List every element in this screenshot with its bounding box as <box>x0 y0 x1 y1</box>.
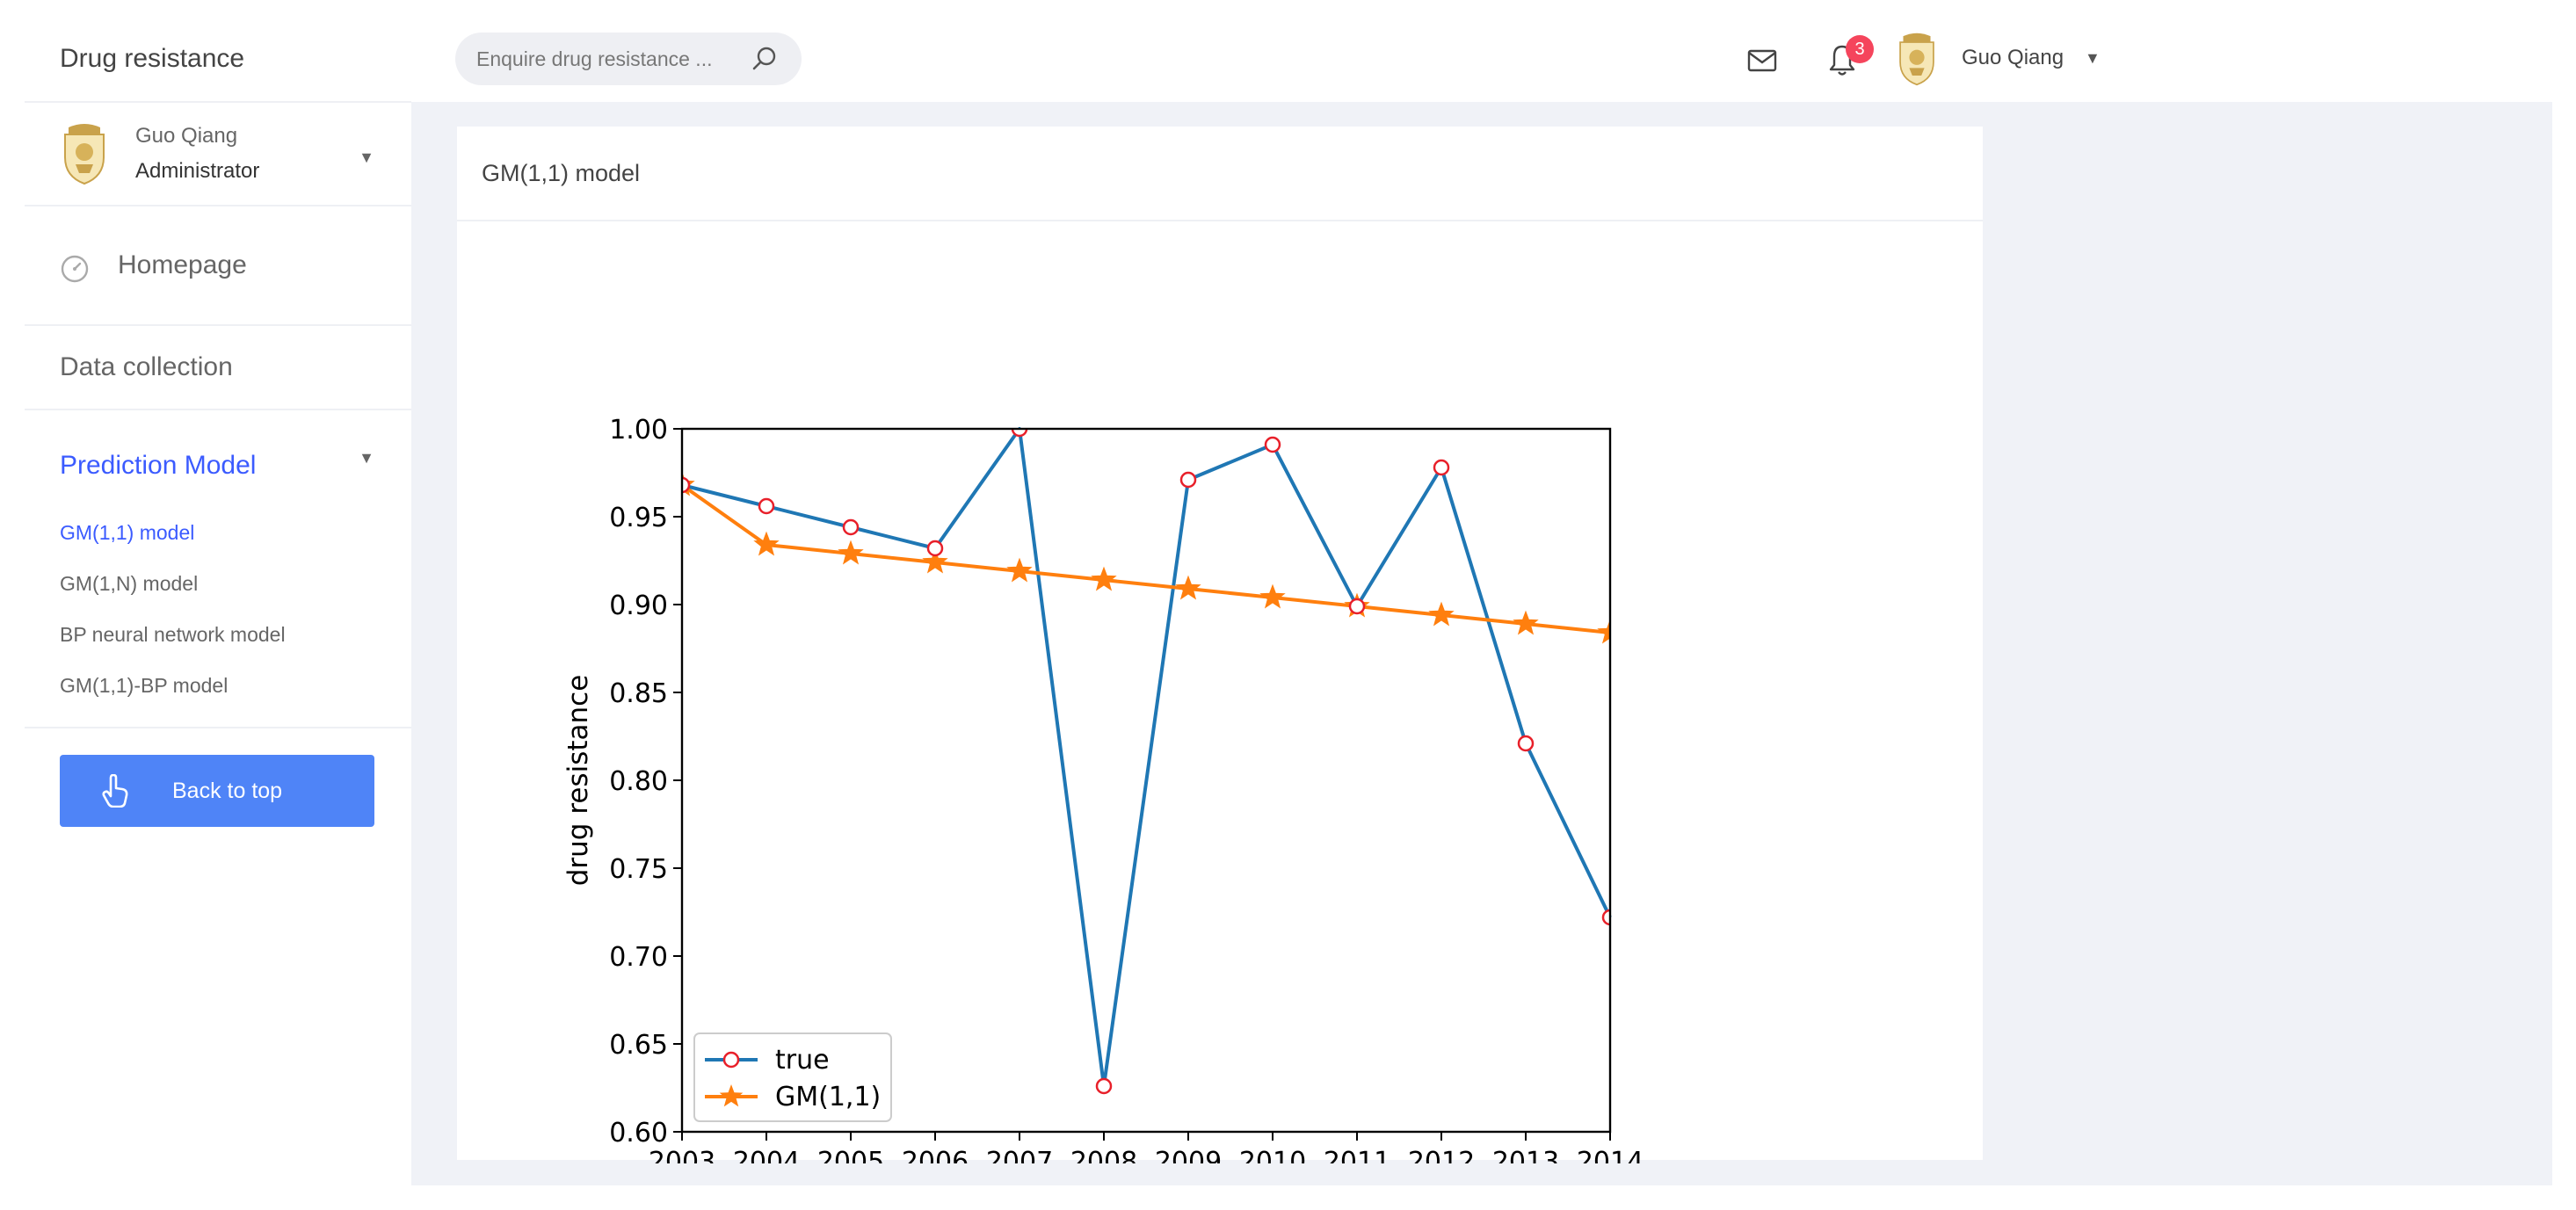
sidebar-user-role: Administrator <box>135 159 260 183</box>
chart: 0.60 0.65 0.70 0.75 0.80 0.85 0.90 0.95 1.00 2003… <box>510 250 1705 1163</box>
gm11-point <box>838 540 864 565</box>
model-card: GM(1,1) model 0.60 0.65 0.70 0.75 0.80 0.85 0.… <box>457 127 1983 1163</box>
series-line-true <box>681 427 1612 1088</box>
avatar[interactable] <box>1895 32 1939 86</box>
top-bar: Enquire drug resistance ... <box>411 0 2552 102</box>
true-point <box>1264 436 1281 453</box>
gm11-point <box>753 531 780 556</box>
sidebar-item-label: Prediction Model <box>60 451 257 480</box>
y-tick-label: 0.85 <box>609 678 668 709</box>
legend-label-true: true <box>775 1045 830 1076</box>
sidebar-item-label: Homepage <box>118 250 247 279</box>
true-point <box>1601 909 1610 926</box>
y-tick-label: 0.60 <box>609 1118 668 1148</box>
submenu-item-gm1n[interactable]: GM(1,N) model <box>60 572 199 595</box>
chevron-down-icon[interactable]: ▼ <box>359 149 374 166</box>
x-tick-label: 2010 <box>1239 1147 1306 1163</box>
gm11-point <box>1597 619 1610 644</box>
true-point <box>1095 1077 1113 1095</box>
sidebar-user-name: Guo Qiang <box>135 124 238 148</box>
search-input[interactable]: Enquire drug resistance ... <box>476 47 713 70</box>
true-point <box>1011 429 1028 438</box>
y-axis-label: drug resistance <box>562 675 594 887</box>
legend-label-gm11: GM(1,1) <box>775 1082 881 1112</box>
line-chart: 0.60 0.65 0.70 0.75 0.80 0.85 0.90 0.95 1.00 2003… <box>562 415 1644 1163</box>
submenu-item-gm11-bp[interactable]: GM(1,1)-BP model <box>60 674 229 697</box>
gm11-point <box>1175 575 1201 600</box>
gm11-point <box>1006 557 1033 583</box>
header-user-name[interactable]: Guo Qiang <box>1962 46 2064 69</box>
sidebar-user[interactable]: Guo Qiang Administrator ▼ <box>25 103 411 206</box>
series-line-gm11 <box>680 483 1611 634</box>
y-tick-label: 0.75 <box>609 854 668 885</box>
true-point <box>1517 735 1535 752</box>
legend-marker-gm11 <box>719 1084 744 1107</box>
x-tick-label: 2012 <box>1408 1147 1475 1163</box>
sidebar: Drug resistance Guo Qiang Administrator … <box>25 17 411 1185</box>
true-point <box>1433 459 1450 476</box>
true-point <box>758 497 775 515</box>
x-tick-label: 2011 <box>1324 1147 1390 1163</box>
x-tick-label: 2004 <box>733 1147 800 1163</box>
gm11-point <box>1259 583 1286 609</box>
sidebar-item-label: Data collection <box>60 352 233 381</box>
gm11-point <box>1428 601 1455 627</box>
hand-pointer-icon <box>102 774 128 808</box>
chevron-down-icon[interactable]: ▼ <box>359 449 374 467</box>
x-tick-label: 2013 <box>1492 1147 1559 1163</box>
dashboard-icon <box>61 255 89 283</box>
avatar <box>64 124 105 185</box>
brand-title: Drug resistance <box>25 17 411 103</box>
mail-icon[interactable] <box>1747 49 1777 72</box>
back-to-top-label: Back to top <box>172 778 283 803</box>
sidebar-item-homepage[interactable]: Homepage <box>25 206 411 326</box>
gm11-point <box>922 548 948 574</box>
x-tick-label: 2007 <box>986 1147 1053 1163</box>
prediction-submenu: GM(1,1) model GM(1,N) model BP neural ne… <box>25 488 411 728</box>
x-tick-label: 2006 <box>902 1147 969 1163</box>
submenu-item-bp[interactable]: BP neural network model <box>60 623 286 646</box>
y-tick-label: 1.00 <box>609 415 668 446</box>
chevron-down-icon[interactable]: ▼ <box>2085 49 2101 67</box>
true-point <box>1179 471 1197 489</box>
x-tick-label: 2014 <box>1577 1147 1644 1163</box>
notification-badge: 3 <box>1846 35 1874 63</box>
sidebar-item-prediction-model[interactable]: Prediction Model ▼ <box>25 410 411 481</box>
gm11-point <box>1091 566 1117 591</box>
x-tick-label: 2009 <box>1155 1147 1222 1163</box>
sidebar-item-data-collection[interactable]: Data collection <box>25 326 411 410</box>
y-tick-label: 0.65 <box>609 1030 668 1061</box>
card-title: GM(1,1) model <box>457 127 1983 221</box>
true-point <box>682 476 691 494</box>
y-tick-label: 0.80 <box>609 766 668 797</box>
y-tick-label: 0.70 <box>609 942 668 973</box>
x-tick-label: 2008 <box>1070 1147 1137 1163</box>
search-icon[interactable] <box>751 45 779 73</box>
true-point <box>1348 598 1366 615</box>
search-box[interactable]: Enquire drug resistance ... <box>455 33 802 85</box>
legend-marker-true <box>722 1051 740 1069</box>
back-to-top-button[interactable]: Back to top <box>60 755 374 827</box>
legend-box <box>693 1032 892 1122</box>
submenu-item-gm11[interactable]: GM(1,1) model <box>60 521 195 544</box>
x-tick-label: 2003 <box>649 1147 715 1163</box>
true-point <box>842 518 860 536</box>
y-tick-label: 0.95 <box>609 503 668 533</box>
y-tick-label: 0.90 <box>609 591 668 621</box>
x-tick-label: 2005 <box>817 1147 884 1163</box>
gm11-point <box>1513 610 1539 635</box>
true-point <box>926 540 944 557</box>
plot-frame <box>680 427 1612 1134</box>
